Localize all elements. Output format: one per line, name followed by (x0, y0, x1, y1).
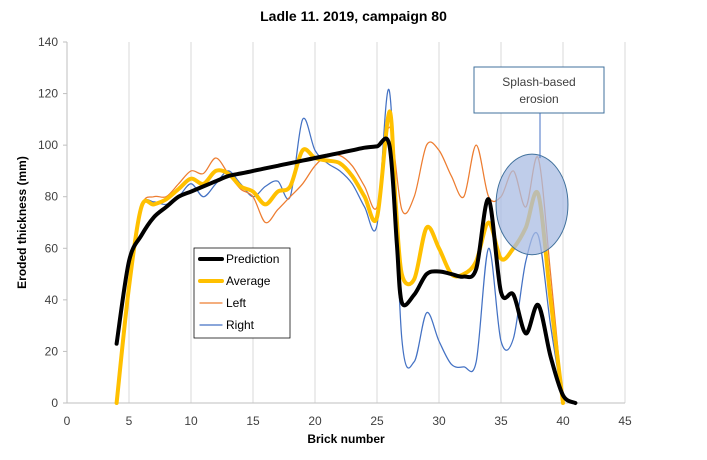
annotation-text: erosion (519, 92, 558, 106)
annotation-text: Splash-based (502, 75, 575, 89)
x-tick-label: 0 (64, 414, 71, 428)
y-tick-label: 40 (45, 293, 59, 307)
x-tick-label: 35 (494, 414, 508, 428)
series-line-left (115, 126, 564, 404)
series-line-average (114, 109, 565, 405)
y-tick-label: 60 (45, 241, 59, 255)
chart-title: Ladle 11. 2019, campaign 80 (260, 8, 447, 24)
series-line-prediction (114, 136, 578, 405)
legend-label-right: Right (226, 318, 255, 332)
y-tick-label: 0 (51, 396, 58, 410)
x-tick-label: 30 (432, 414, 446, 428)
annotation-box (473, 66, 605, 114)
legend-label-average: Average (226, 274, 271, 288)
y-tick-label: 80 (45, 190, 59, 204)
series-line-right (115, 88, 564, 404)
y-tick-label: 20 (45, 344, 59, 358)
legend-box (193, 247, 291, 339)
x-tick-label: 15 (246, 414, 260, 428)
x-tick-label: 40 (556, 414, 570, 428)
y-tick-label: 140 (38, 35, 58, 49)
x-tick-label: 10 (184, 414, 198, 428)
x-tick-label: 20 (308, 414, 322, 428)
x-tick-label: 5 (126, 414, 133, 428)
y-axis-title: Eroded thickness (mm) (15, 156, 29, 289)
annotation-ellipse (495, 153, 569, 256)
x-tick-label: 45 (618, 414, 632, 428)
y-tick-label: 100 (38, 138, 58, 152)
x-tick-label: 25 (370, 414, 384, 428)
legend-label-left: Left (226, 296, 247, 310)
y-tick-label: 120 (38, 87, 58, 101)
x-axis-title: Brick number (307, 432, 385, 446)
legend-label-prediction: Prediction (226, 252, 279, 266)
